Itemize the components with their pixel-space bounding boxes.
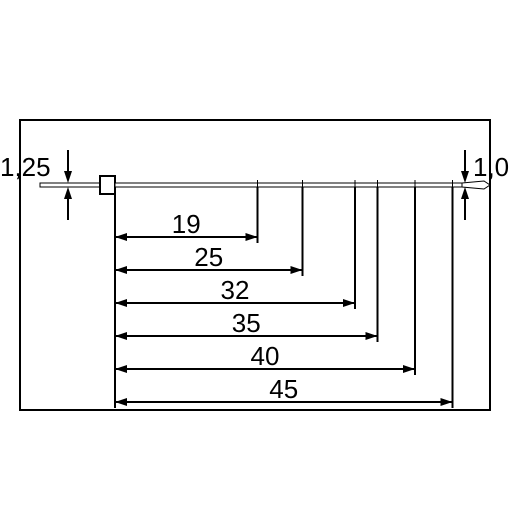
dimension-label-40: 40 (251, 341, 280, 371)
dimension-label-32: 32 (221, 275, 250, 305)
dimension-label-35: 35 (232, 308, 261, 338)
part-collar (100, 176, 115, 194)
dimension-label-25: 25 (194, 242, 223, 272)
thickness-left-label: 1,25 (0, 152, 51, 182)
dimension-label-19: 19 (172, 209, 201, 239)
dimension-label-45: 45 (269, 374, 298, 404)
thickness-right-label: 1,0 (473, 152, 509, 182)
part-tip (462, 181, 490, 189)
part-lead (115, 183, 462, 187)
